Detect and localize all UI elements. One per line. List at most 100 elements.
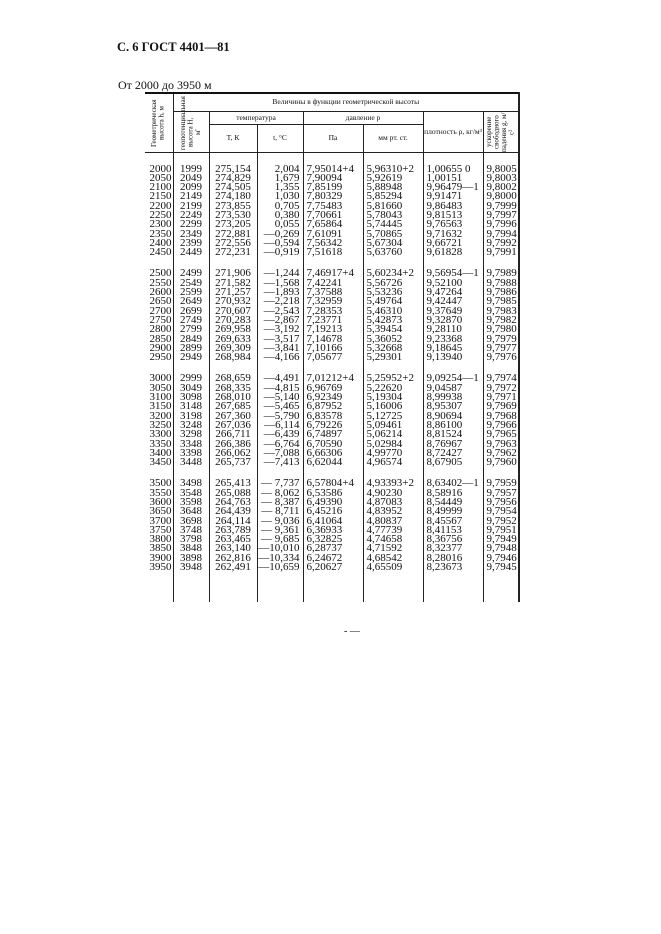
cell-gravity: 9,7999 [482,200,521,211]
cell-pressure-pa: 6,74897 [302,429,363,440]
cell-gravity: 9,7997 [482,209,521,221]
spacer-cell [482,257,521,270]
spacer-cell [208,362,257,375]
cell-gravity: 9,7951 [482,524,521,536]
cell-geopotential-height: 3698 [172,515,209,526]
spacer-cell [482,362,521,375]
cell-gravity: 9,7963 [482,438,521,449]
cell-temperature-c: —3,517 [256,333,303,344]
table-row: 3800 3798 263,465— 9,685 6,32825 4,74658 8,36… [145,534,521,545]
cell-gravity: 9,8003 [482,172,521,183]
table-row: 3250 3248 267,036 —6,114 6,79226 5,09461 8,861… [145,418,521,431]
cell-density: 9,37649 [422,305,483,316]
cell-temperature-c: — 8,711 [256,506,303,517]
cell-temperature-k: 273,855 [208,200,257,211]
table-row: 3550 3548 265,088— 8,062 6,53586 4,90230 8,58… [145,487,521,498]
spacer-cell [145,572,173,602]
cell-geometric-height: 2050 [149,171,172,184]
cell-geopotential-height: 3298 [172,429,209,440]
cell-geometric-height: 3300 [149,428,172,441]
cell-density: 8,58916 [422,487,483,498]
cell-geometric-height: 3150 [149,400,172,413]
cell-gravity: 9,7959 [482,478,521,489]
cell-temperature-c: —6,439 [256,429,303,440]
cell-geometric-height: 3600 [149,496,172,508]
cell-geometric-height: 2150 [149,190,172,203]
group-spacer [145,257,521,270]
cell-geopotential-height: 2049 [172,172,209,183]
cell-pressure-pa: 7,37588 [302,286,363,298]
cell-pressure-pa: 6,87952 [302,401,363,412]
header-geometric-height: Геометрическая высота h, м [145,92,174,153]
table-row: 2450 2449 272,231 —0,919 7,51618 5,63760 9,618… [145,246,521,258]
cell-geometric-height: 3750 [149,523,172,536]
cell-temperature-k: 268,659 [208,373,257,384]
spacer-cell [172,362,209,375]
table-row: 2900 2899 269,309 —3,841 7,10166 5,32668 9,186… [145,342,521,354]
spacer-cell [256,362,303,375]
cell-pressure-pa: 6,49390 [302,496,363,508]
cell-geopotential-height: 2649 [172,296,209,307]
cell-pressure-pa: 7,61091 [302,228,363,239]
cell-density: 8,28016 [422,552,483,563]
table-row: 3700 3698 264,114— 9,036 6,41064 4,80837 8,45… [145,515,521,526]
cell-density: 1,00151 [422,172,483,183]
cell-temperature-k: 265,737 [208,456,257,468]
cell-gravity: 9,7954 [482,506,521,517]
cell-geometric-height: 3650 [149,505,172,518]
spacer-cell [256,152,303,165]
cell-geometric-height: 2650 [149,295,172,308]
cell-geopotential-height: 3348 [172,438,209,449]
table-row: 3850 3848 263,140 —10,010 6,28737 4,71592 8,32… [145,543,521,554]
cell-pressure-mmhg: 4,80837 [362,515,423,526]
spacer-cell [362,257,423,270]
table-row: 2550 2549 271,582 —1,568 7,42241 5,56726 9,521… [145,277,521,288]
cell-temperature-k: 262,816 [208,552,257,563]
cell-geopotential-height: 2449 [172,246,209,258]
cell-temperature-c: —2,543 [256,305,303,316]
cell-gravity: 9,8002 [482,181,521,193]
cell-gravity: 9,7948 [482,543,521,554]
cell-geometric-height: 2800 [149,323,172,336]
cell-temperature-c: —7,413 [256,456,303,468]
cell-density: 9,81513 [422,209,483,221]
cell-pressure-pa: 7,05677 [302,351,363,363]
cell-temperature-c: —5,140 [256,391,303,403]
spacer-cell [208,152,257,165]
cell-temperature-k: 263,465 [208,534,257,545]
cell-temperature-k: 270,607 [208,305,257,316]
cell-pressure-mmhg: 5,70865 [362,228,423,239]
header-mmhg: мм рт. ст. [362,123,424,153]
cell-density: 8,45567 [422,515,483,526]
cell-geopotential-height: 1999 [172,163,209,174]
cell-geometric-height: 3250 [149,418,172,431]
cell-geopotential-height: 3848 [172,543,209,554]
cell-temperature-c: —10,334 [256,552,303,563]
cell-density: 8,54449 [422,496,483,508]
cell-temperature-c: —4,491 [256,373,303,384]
cell-geopotential-height: 2799 [172,324,209,335]
cell-pressure-pa: 7,32959 [302,296,363,307]
cell-geometric-height: 2400 [149,236,172,249]
cell-pressure-pa: 6,28737 [302,543,363,554]
cell-geopotential-height: 3798 [172,534,209,545]
cell-pressure-pa: 6,57804+4 [302,478,363,489]
cell-temperature-k: 272,881 [208,228,257,239]
cell-pressure-pa: 7,10166 [302,342,363,354]
cell-pressure-pa: 6,79226 [302,419,363,431]
cell-geometric-height: 3950 [149,561,172,574]
cell-pressure-pa: 7,70661 [302,209,363,221]
table-row: 3050 3049 268,335 —4,815 6,96769 5,22620 9,045… [145,382,521,393]
cell-geometric-height: 3400 [149,446,172,459]
cell-pressure-mmhg: 5,74445 [362,219,423,230]
cell-pressure-mmhg: 4,90230 [362,487,423,498]
table-row: 2700 2699 270,607 —2,543 7,28353 5,46310 9,376… [145,305,521,316]
cell-pressure-pa: 6,96769 [302,382,363,393]
cell-temperature-c: 0,055 [256,219,303,230]
table-row: 2650 2649 270,932 —2,218 7,32959 5,49764 9,424… [145,295,521,308]
table-row: 3350 3348 266,386 —6,764 6,70590 5,02984 8,769… [145,438,521,449]
cell-pressure-mmhg: 5,67304 [362,237,423,249]
cell-pressure-mmhg: 5,81660 [362,200,423,211]
cell-gravity: 9,7946 [482,552,521,563]
cell-temperature-c: 2,004 [256,163,303,174]
